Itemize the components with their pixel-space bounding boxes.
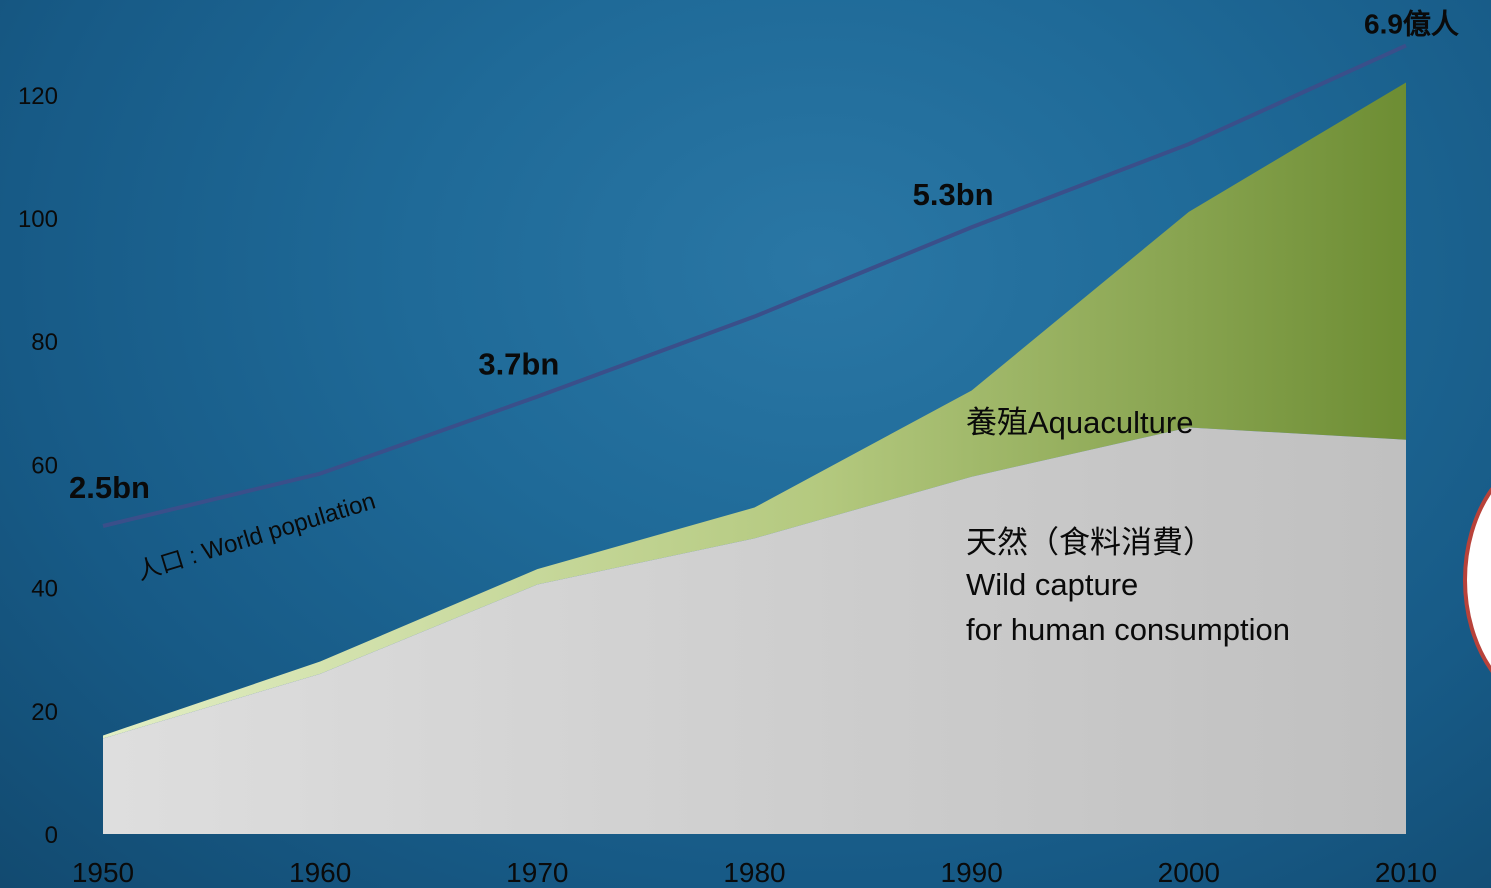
y-tick-label: 40 xyxy=(31,576,58,603)
wild-capture-label-line1: 天然（食料消費） xyxy=(966,525,1214,560)
population-annotation: 5.3bn xyxy=(913,177,994,212)
x-tick-label: 1990 xyxy=(941,857,1003,888)
wild-capture-area xyxy=(103,427,1406,834)
population-line xyxy=(102,43,1407,528)
population-annotations: 2.5bn 3.7bn 5.3bn 6.9億人 xyxy=(69,9,1459,505)
callout-circle xyxy=(1463,487,1491,673)
y-tick-label: 60 xyxy=(31,452,58,479)
x-tick-label: 2010 xyxy=(1375,857,1437,888)
y-tick-label: 20 xyxy=(31,699,58,726)
aquaculture-area xyxy=(103,82,1406,739)
x-tick-label: 1970 xyxy=(506,857,568,888)
x-tick-label: 1980 xyxy=(723,857,785,888)
y-tick-label: 120 xyxy=(18,83,58,110)
x-axis-ticks: 1950 1960 1970 1980 1990 2000 2010 xyxy=(72,857,1437,888)
y-tick-label: 80 xyxy=(31,329,58,356)
aquaculture-label: 養殖Aquaculture xyxy=(966,405,1193,440)
x-tick-label: 2000 xyxy=(1158,857,1220,888)
population-annotation: 2.5bn xyxy=(69,470,150,505)
population-line-label: 人口 : World population xyxy=(134,488,379,586)
wild-capture-label-line2: Wild capture xyxy=(966,567,1138,602)
wild-capture-label-line3: for human consumption xyxy=(966,612,1290,647)
y-tick-label: 0 xyxy=(45,822,58,849)
x-tick-label: 1950 xyxy=(72,857,134,888)
population-annotation: 6.9億人 xyxy=(1364,9,1459,40)
y-tick-label: 100 xyxy=(18,206,58,233)
population-annotation: 3.7bn xyxy=(478,347,559,382)
y-axis-ticks: 0 20 40 60 80 100 120 xyxy=(18,83,58,849)
x-tick-label: 1960 xyxy=(289,857,351,888)
